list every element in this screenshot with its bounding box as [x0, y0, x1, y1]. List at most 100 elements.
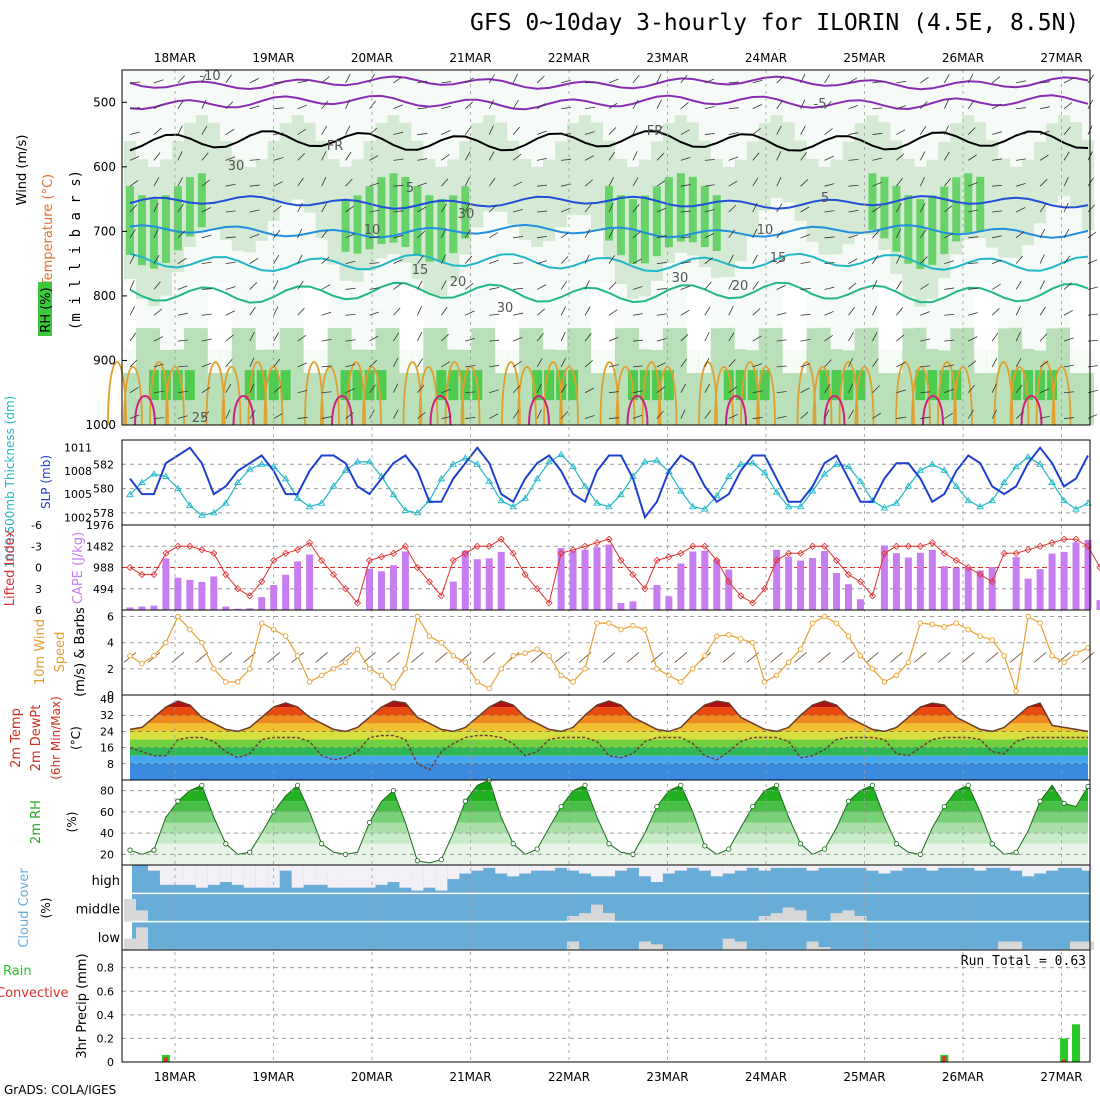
- date-label-bottom-20MAR: 20MAR: [351, 1070, 393, 1084]
- wind-barb: [584, 179, 593, 187]
- wind-barb: [824, 74, 831, 84]
- lifted-index-point: [174, 542, 182, 550]
- rh-point: [821, 846, 828, 852]
- cloud-cell-low: [818, 947, 831, 950]
- rh-blob-mid: [219, 140, 232, 240]
- cape-bar: [1060, 551, 1068, 610]
- wind-barb: [752, 281, 759, 290]
- rh-point: [917, 851, 923, 857]
- temp-label-line3: (6hr Min/Max): [49, 696, 63, 780]
- wind-barb: [728, 132, 739, 135]
- temperature-loop: [812, 366, 833, 426]
- cloud-cell-high: [207, 865, 220, 885]
- wind10m-barb: [554, 652, 568, 663]
- wind-barb: [345, 99, 351, 109]
- wind-barb: [944, 205, 953, 213]
- lifted-index-point: [162, 549, 170, 557]
- precip-convective-bar: [942, 1056, 947, 1062]
- wind-barb: [417, 80, 428, 84]
- wind-barb: [752, 363, 763, 368]
- wind10m-speed-point: [378, 672, 385, 679]
- wind-barb: [273, 413, 283, 419]
- lifted-index-point: [353, 599, 362, 607]
- wind10m-barb: [1081, 652, 1095, 663]
- cloud-cover-unit-label: (%): [39, 898, 53, 919]
- wind-barb: [1016, 107, 1027, 110]
- upper-air-rh-label: RH (%): [39, 287, 54, 332]
- wind10m-barb: [315, 652, 328, 663]
- wind-barb: [201, 152, 209, 161]
- wind-barb: [1039, 228, 1046, 239]
- wind-barb: [1039, 280, 1045, 290]
- rh-blob-low-core: [556, 370, 567, 401]
- wind-barb: [776, 257, 785, 264]
- wind-barb: [560, 207, 571, 213]
- rh-blob-mid-core: [185, 177, 194, 237]
- wind-barb: [1016, 183, 1026, 187]
- cloud-cell-high: [231, 865, 244, 885]
- cape-bar: [473, 559, 481, 610]
- wind-barb: [489, 232, 498, 239]
- wind-barb: [704, 78, 715, 84]
- wind-barb: [441, 361, 451, 368]
- cloud-cell-high: [363, 865, 376, 888]
- dewpoint-line: [129, 734, 1088, 771]
- wind-barb: [177, 365, 188, 368]
- rh-blob-mid-core: [640, 195, 649, 264]
- rh-point: [295, 782, 301, 788]
- rh-dry-gap: [603, 283, 615, 373]
- thickness-point: [796, 502, 805, 510]
- wind-barb: [537, 235, 548, 239]
- rh-unit-label: (%): [65, 812, 79, 833]
- cloud-cell-high: [890, 865, 903, 871]
- rh-blob-low: [423, 328, 436, 425]
- wind-barb: [872, 255, 879, 264]
- cloud-cell-high: [375, 865, 388, 885]
- wind-barb: [512, 360, 522, 368]
- wind-barb: [536, 103, 546, 110]
- cape-bar: [653, 585, 661, 610]
- lifted-index-point: [797, 549, 805, 557]
- wind10m-speed-point: [498, 666, 504, 672]
- temp-tick-24: 24: [100, 725, 114, 738]
- wind10m-barb: [219, 652, 233, 663]
- wind-barb: [656, 180, 666, 187]
- wind-barb: [249, 257, 259, 264]
- lifted-index-point: [737, 592, 745, 600]
- wind10m-speed-point: [594, 620, 600, 626]
- wind-barb: [1015, 280, 1022, 290]
- cape-bar: [234, 608, 242, 610]
- wind-barb: [297, 153, 306, 161]
- wind-barb: [656, 152, 665, 161]
- lifted-index-point: [449, 556, 457, 564]
- wind-barb: [513, 262, 524, 265]
- wind10m-speed-point: [797, 646, 804, 652]
- temperature-loop-warm: [823, 394, 846, 426]
- cape-bar: [773, 549, 781, 610]
- rh-blob-mid: [758, 123, 771, 211]
- wind-barb: [417, 358, 423, 368]
- wind-barb: [848, 184, 859, 187]
- wind-barb: [321, 338, 332, 342]
- thickness-point: [485, 477, 494, 484]
- wind-barb: [153, 228, 159, 238]
- wind-barb: [369, 209, 380, 213]
- wind10m-barb: [770, 652, 783, 663]
- wind-barb: [968, 209, 979, 213]
- lifted-index-point: [880, 549, 888, 557]
- wind10m-speed-point: [282, 633, 289, 639]
- thickness-point: [497, 496, 506, 504]
- wind-barb: [632, 231, 641, 239]
- wind-barb: [728, 386, 738, 394]
- thickness-point: [389, 490, 398, 498]
- rh-blob-low-core: [939, 370, 950, 401]
- rh-blob-mid-core: [940, 186, 949, 255]
- rh-blob-low-core: [1035, 370, 1046, 401]
- rh-blob-low-core: [735, 370, 746, 401]
- wind-barb: [129, 81, 140, 84]
- wind-barb: [561, 133, 572, 135]
- wind-barb: [704, 331, 710, 342]
- wind-barb: [920, 365, 931, 368]
- lifted-index-point: [1048, 539, 1056, 547]
